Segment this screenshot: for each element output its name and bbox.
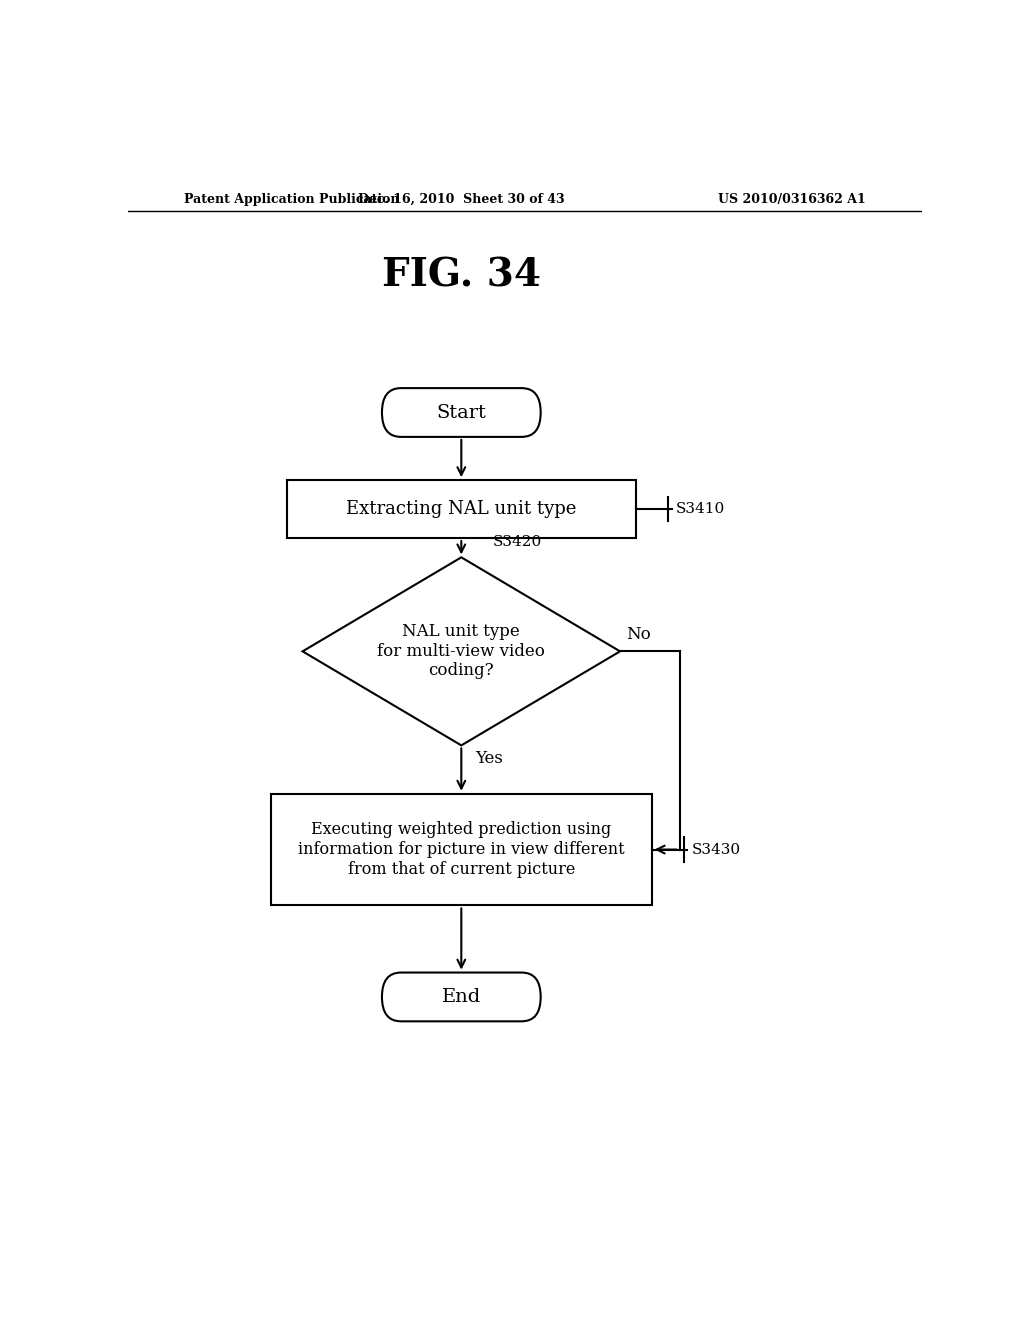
Bar <box>270 793 651 906</box>
Text: No: No <box>627 626 651 643</box>
Text: NAL unit type
for multi-view video
coding?: NAL unit type for multi-view video codin… <box>378 623 545 680</box>
Text: End: End <box>441 987 481 1006</box>
FancyBboxPatch shape <box>382 388 541 437</box>
Text: Patent Application Publication: Patent Application Publication <box>183 193 399 206</box>
Text: S3410: S3410 <box>676 502 725 516</box>
Text: Yes: Yes <box>475 751 504 767</box>
Bar <box>287 480 636 539</box>
FancyBboxPatch shape <box>382 973 541 1022</box>
Text: Start: Start <box>436 404 486 421</box>
Text: Executing weighted prediction using
information for picture in view different
fr: Executing weighted prediction using info… <box>298 821 625 878</box>
Text: S3430: S3430 <box>691 842 740 857</box>
Polygon shape <box>303 557 620 746</box>
Text: S3420: S3420 <box>494 535 543 549</box>
Text: US 2010/0316362 A1: US 2010/0316362 A1 <box>718 193 866 206</box>
Text: Extracting NAL unit type: Extracting NAL unit type <box>346 500 577 517</box>
Text: Dec. 16, 2010  Sheet 30 of 43: Dec. 16, 2010 Sheet 30 of 43 <box>358 193 564 206</box>
Text: FIG. 34: FIG. 34 <box>382 256 541 294</box>
